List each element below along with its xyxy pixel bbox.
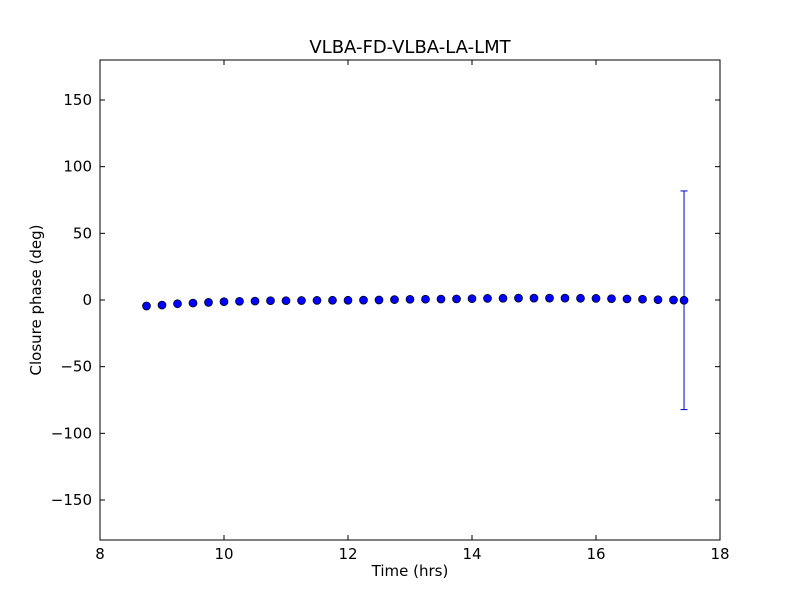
data-point	[576, 293, 585, 303]
data-point	[204, 298, 213, 307]
data-point	[188, 298, 198, 308]
data-point	[560, 293, 570, 303]
plot-area	[99, 59, 721, 541]
data-point	[266, 296, 275, 306]
data-point	[173, 299, 182, 309]
data-point	[157, 300, 167, 310]
data-point	[653, 295, 663, 305]
data-point	[390, 295, 399, 304]
data-point	[328, 295, 337, 305]
data-point	[142, 301, 151, 311]
data-point	[514, 293, 523, 303]
data-point	[281, 296, 291, 306]
y-tick-label: 0	[82, 291, 92, 309]
y-axis: 150 100 50 0 −50 −100 −150	[51, 91, 720, 509]
x-axis-label: Time (hrs)	[371, 562, 449, 580]
y-tick-label: 50	[73, 224, 92, 242]
data-point	[591, 294, 601, 303]
data-point	[421, 294, 430, 304]
data-point	[436, 294, 446, 304]
data-point	[679, 295, 689, 305]
data-point	[638, 294, 647, 304]
y-tick-label: −150	[51, 491, 92, 509]
data-point	[359, 295, 368, 305]
data-point	[545, 293, 554, 303]
chart-title: VLBA-FD-VLBA-LA-LMT	[309, 37, 511, 58]
x-tick-label: 16	[586, 545, 605, 563]
y-tick-label: −100	[51, 424, 92, 442]
y-axis-label: Closure phase (deg)	[27, 225, 45, 376]
data-point	[498, 293, 508, 303]
data-point	[452, 294, 461, 304]
data-point	[235, 296, 244, 306]
data-point	[529, 293, 539, 303]
data-point	[467, 294, 477, 304]
data-point	[483, 294, 492, 303]
x-tick-label: 18	[710, 545, 729, 563]
data-point	[297, 296, 306, 305]
y-tick-label: −50	[60, 358, 92, 376]
x-axis: 8 10 12 14 16 18	[95, 60, 730, 563]
y-tick-label: 100	[63, 158, 92, 176]
data-point	[374, 295, 384, 305]
data-point	[607, 294, 616, 304]
data-point	[250, 296, 260, 306]
x-tick-label: 8	[95, 545, 105, 563]
data-series	[142, 190, 689, 411]
data-point	[219, 297, 229, 307]
x-tick-label: 14	[462, 545, 481, 563]
data-point	[312, 296, 322, 305]
y-tick-label: 150	[63, 91, 92, 109]
data-point	[622, 294, 632, 304]
x-tick-label: 10	[214, 545, 233, 563]
data-point	[405, 294, 415, 304]
x-tick-label: 12	[338, 545, 357, 563]
data-point	[343, 295, 353, 305]
data-point	[669, 295, 678, 305]
